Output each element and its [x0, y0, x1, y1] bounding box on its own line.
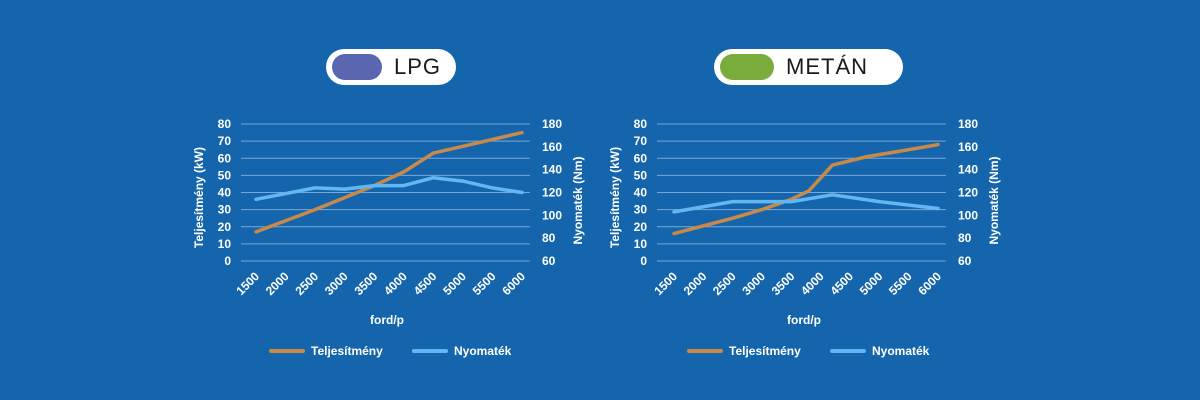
y-left-tick-label: 20: [634, 220, 648, 234]
x-tick-label: 3000: [322, 269, 351, 298]
series-line-torque: [672, 193, 940, 214]
fuel-badge-label: METÁN: [786, 54, 868, 79]
chart-panel-metan: METÁN 0 10 20 30 40 50 60 70 80 60 80 100 120 140 160 1…: [600, 0, 1200, 400]
y-left-axis-label: Teljesítmény (kW): [608, 147, 622, 248]
x-tick-label: 5500: [470, 269, 499, 298]
legend-label: Teljesítmény: [311, 344, 383, 358]
x-axis-label: ford/p: [370, 313, 404, 327]
y-right-tick-label: 120: [542, 186, 562, 200]
y-right-tick-label: 60: [542, 254, 556, 268]
y-right-axis-label: Nyomaték (Nm): [987, 156, 1001, 244]
metan-color-swatch: [720, 54, 774, 80]
y-right-axis-label: Nyomaték (Nm): [571, 156, 585, 244]
y-left-tick-label: 40: [218, 186, 232, 200]
y-left-axis-label: Teljesítmény (kW): [192, 147, 206, 248]
series-line-torque: [254, 175, 524, 202]
y-right-tick-label: 140: [958, 163, 978, 177]
x-tick-label: 2500: [292, 269, 321, 298]
y-left-tick-label: 70: [218, 134, 232, 148]
x-tick-label: 3000: [739, 269, 768, 298]
y-left-tick-label: 30: [218, 203, 232, 217]
y-left-tick-label: 0: [224, 254, 231, 268]
y-left-tick-label: 30: [634, 203, 648, 217]
series-line-power: [254, 130, 524, 234]
x-tick-label: 4500: [827, 269, 856, 298]
y-left-tick-label: 50: [218, 168, 232, 182]
series-line-power: [672, 142, 940, 236]
y-right-tick-label: 180: [542, 117, 562, 131]
fuel-badge-metan: METÁN: [714, 49, 903, 85]
x-tick-label: 2000: [681, 269, 710, 298]
y-left-tick-label: 80: [634, 117, 648, 131]
y-right-tick-label: 80: [542, 231, 556, 245]
y-left-tick-label: 0: [640, 254, 647, 268]
x-tick-label: 4500: [411, 269, 440, 298]
y-right-tick-label: 80: [958, 231, 972, 245]
fuel-badge-label: LPG: [394, 54, 442, 79]
chart-svg-metan: 0 10 20 30 40 50 60 70 80 60 80 100 120 140 160 180 1500…: [608, 117, 1001, 358]
legend-label: Teljesítmény: [729, 344, 801, 358]
x-tick-label: 2500: [710, 269, 739, 298]
y-left-tick-label: 20: [218, 220, 232, 234]
x-tick-label: 5500: [886, 269, 915, 298]
x-tick-label: 3500: [352, 269, 381, 298]
fuel-badge-lpg: LPG: [326, 49, 456, 85]
x-axis-label: ford/p: [787, 313, 821, 327]
legend-label: Nyomaték: [454, 344, 512, 358]
x-tick-label: 6000: [499, 269, 528, 298]
y-left-tick-label: 70: [634, 134, 648, 148]
chart-svg-lpg: 0 10 20 30 40 50 60 70 80 60 80 100 120 140 160 180 1500…: [192, 117, 585, 358]
y-right-tick-label: 120: [958, 186, 978, 200]
x-tick-label: 4000: [381, 269, 410, 298]
x-tick-label: 5000: [440, 269, 469, 298]
x-tick-label: 1500: [233, 269, 262, 298]
y-left-tick-label: 10: [218, 237, 232, 251]
x-tick-label: 4000: [798, 269, 827, 298]
y-right-tick-label: 160: [958, 140, 978, 154]
chart-panel-lpg: LPG 0 10 20 30 40 50 60 70 80 60 80 100 120 140 160 180…: [192, 49, 585, 358]
y-right-tick-label: 100: [958, 208, 978, 222]
legend-label: Nyomaték: [872, 344, 930, 358]
x-tick-label: 3500: [769, 269, 798, 298]
y-right-tick-label: 180: [958, 117, 978, 131]
y-right-tick-label: 140: [542, 163, 562, 177]
x-tick-label: 6000: [915, 269, 944, 298]
y-right-tick-label: 60: [958, 254, 972, 268]
x-tick-label: 5000: [857, 269, 886, 298]
lpg-color-swatch: [332, 54, 382, 80]
x-tick-label: 1500: [651, 269, 680, 298]
y-left-tick-label: 50: [634, 168, 648, 182]
y-left-tick-label: 80: [218, 117, 232, 131]
y-left-tick-label: 60: [634, 151, 648, 165]
y-left-tick-label: 40: [634, 186, 648, 200]
y-left-tick-label: 60: [218, 151, 232, 165]
x-tick-label: 2000: [263, 269, 292, 298]
y-right-tick-label: 100: [542, 208, 562, 222]
y-right-tick-label: 160: [542, 140, 562, 154]
y-left-tick-label: 10: [634, 237, 648, 251]
